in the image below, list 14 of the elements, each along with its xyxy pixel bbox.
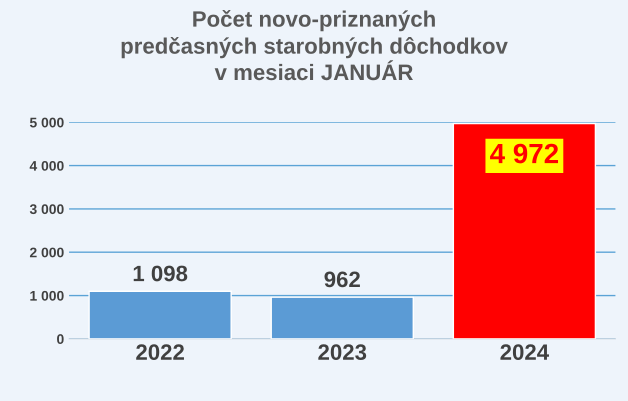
x-tick-label: 2023 [318, 344, 366, 360]
y-tick-label: 4 000 [30, 160, 64, 171]
y-tick-label: 5 000 [30, 118, 64, 128]
x-tick-label: 2022 [136, 344, 184, 360]
chart-title: Počet novo-priznaných predčasných starobných dôchodkov v mesiaci JANUÁR [122, 10, 508, 80]
bar [452, 122, 596, 339]
annotation: 4 972 [490, 144, 558, 164]
x-tick-label: 2024 [500, 344, 549, 360]
y-tick-label: 0 [57, 334, 64, 344]
y-tick-label: 1 000 [30, 290, 64, 301]
y-tick-label: 2 000 [30, 248, 64, 258]
data-label: 962 [324, 272, 360, 288]
y-tick-label: 3 000 [30, 204, 64, 214]
data-label: 1 098 [134, 266, 188, 282]
